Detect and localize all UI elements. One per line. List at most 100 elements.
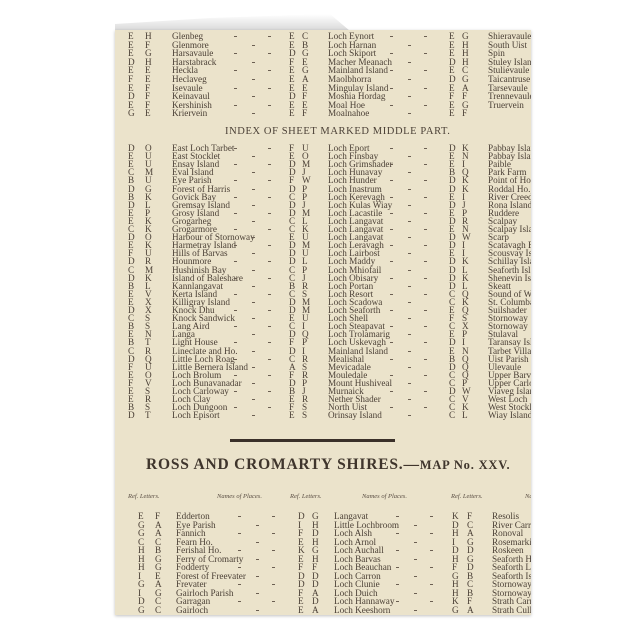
- leader-dash: [252, 188, 255, 190]
- place-name: Hounmore: [172, 256, 212, 267]
- ref-letter-2: A: [155, 579, 162, 589]
- index-row: E U East Stocklet E O Loch Finsbay E N Pabbay Is…: [115, 151, 531, 162]
- ref-letter-2: T: [145, 410, 151, 421]
- place-name: Loch Finsbay: [328, 151, 379, 162]
- place-name: Island of Baleshare: [172, 272, 243, 283]
- ref-letter-1: C: [289, 224, 296, 234]
- place-name: Loch Episort: [172, 410, 220, 421]
- leader-dash: [408, 156, 411, 158]
- ref-letter-2: J: [302, 386, 306, 396]
- ref-letter-2: M: [302, 207, 311, 218]
- ref-letter-2: B: [467, 570, 474, 581]
- ref-letter-1: E: [128, 329, 134, 340]
- leader-dash: [256, 609, 259, 611]
- ref-letter-2: G: [312, 511, 319, 521]
- leader-dash: [252, 204, 255, 206]
- leader-dash: [268, 148, 271, 149]
- index-row: B S Lang Aird C I Loch Steapavat C X Stornoway: [115, 322, 531, 331]
- ref-letter-1: D: [449, 199, 456, 210]
- leader-dash: [424, 245, 427, 247]
- ref-letter-2: R: [302, 280, 309, 291]
- place-name: Rosemarkie: [492, 536, 531, 547]
- ref-letter-2: S: [145, 321, 151, 332]
- ref-letter-1: C: [128, 345, 135, 356]
- place-name: Loch Shell: [328, 313, 369, 324]
- ref-letter-1: D: [449, 175, 456, 186]
- place-name: Scalpay: [488, 215, 518, 226]
- index-row: C M Eval Island D J Loch Hunavay B Q Park Farm: [115, 168, 531, 177]
- names-column-header: Names of Places.: [217, 493, 262, 500]
- ref-letter-1: F: [128, 361, 134, 372]
- index-row: I E Forest of Freevater D D Loch Carron G B Seaf…: [115, 570, 531, 581]
- ref-letter-1: C: [449, 296, 456, 307]
- ref-letter-2: E: [145, 65, 151, 76]
- leader-dash: [268, 245, 271, 247]
- ref-letter-1: F: [298, 528, 304, 538]
- place-name: Truervein: [488, 99, 524, 110]
- ref-letter-2: E: [145, 74, 151, 84]
- leader-dash: [390, 277, 393, 279]
- leader-dash: [234, 342, 237, 344]
- ref-letter-2: R: [462, 215, 469, 226]
- ref-letter-2: U: [145, 151, 152, 162]
- place-name: Seaforth Island: [492, 570, 531, 581]
- ref-letter-2: K: [145, 215, 152, 226]
- leader-dash: [272, 584, 275, 585]
- leader-dash: [234, 293, 237, 295]
- leader-dash: [268, 196, 271, 198]
- ref-letter-1: B: [128, 175, 135, 186]
- ref-letter-1: H: [138, 553, 145, 564]
- place-name: Mouledale: [328, 369, 368, 380]
- leader-dash: [252, 220, 255, 222]
- ref-letter-2: V: [145, 288, 152, 299]
- leader-dash: [268, 36, 271, 37]
- leader-dash: [424, 53, 427, 55]
- ref-letter-2: H: [145, 56, 152, 67]
- ref-letter-2: I: [302, 321, 306, 332]
- ref-letter-1: D: [128, 199, 135, 210]
- ref-letter-2: K: [145, 224, 152, 234]
- ref-letter-2: P: [462, 377, 468, 388]
- ref-letter-1: D: [298, 511, 305, 521]
- ref-letter-1: E: [128, 65, 134, 76]
- place-name: Loch Clunie: [334, 579, 380, 589]
- ref-letter-2: Q: [462, 305, 469, 315]
- place-name: Scalpay Island: [488, 224, 531, 234]
- ref-letter-1: E: [128, 39, 134, 50]
- ref-letter-1: D: [449, 74, 456, 84]
- ref-letter-2: U: [302, 313, 309, 324]
- ref-letter-1: I: [452, 536, 456, 547]
- place-name: Stuley Island: [488, 56, 531, 67]
- index-row: D F Keinavaul D F Moshia Hordag F F Trennevaule: [115, 92, 531, 101]
- ref-letter-1: E: [128, 159, 134, 170]
- ref-letter-1: E: [128, 48, 134, 59]
- ref-letter-1: F: [289, 369, 295, 380]
- leader-dash: [238, 601, 241, 602]
- place-name: Gairloch Parish: [176, 587, 234, 598]
- index-row: C R Lineclate and Ho. D I Mainland Island E N Ta…: [115, 345, 531, 356]
- ref-letter-2: C: [467, 519, 474, 530]
- ref-letter-1: H: [138, 562, 145, 572]
- ref-letter-2: R: [302, 394, 309, 405]
- place-name: Frevater: [176, 579, 207, 589]
- ref-letter-2: R: [302, 353, 309, 364]
- leader-dash: [408, 61, 411, 63]
- ref-letter-2: O: [145, 232, 152, 243]
- ref-letter-1: D: [289, 377, 296, 388]
- leader-dash: [234, 104, 237, 106]
- ref-letter-2: G: [302, 65, 309, 76]
- ref-letter-2: L: [145, 199, 151, 210]
- ref-letter-1: B: [289, 280, 296, 291]
- ref-letter-2: G: [155, 553, 162, 564]
- ref-letter-2: G: [467, 553, 474, 564]
- leader-dash: [414, 541, 417, 543]
- ref-letter-1: B: [128, 337, 135, 348]
- ref-letter-2: F: [462, 108, 468, 119]
- place-name: Eval Island: [172, 167, 214, 178]
- ref-letter-2: G: [302, 48, 309, 59]
- ref-letter-2: K: [145, 191, 152, 202]
- ref-letter-2: D: [312, 528, 319, 538]
- leader-dash: [256, 524, 259, 526]
- place-name: Paible: [488, 159, 511, 170]
